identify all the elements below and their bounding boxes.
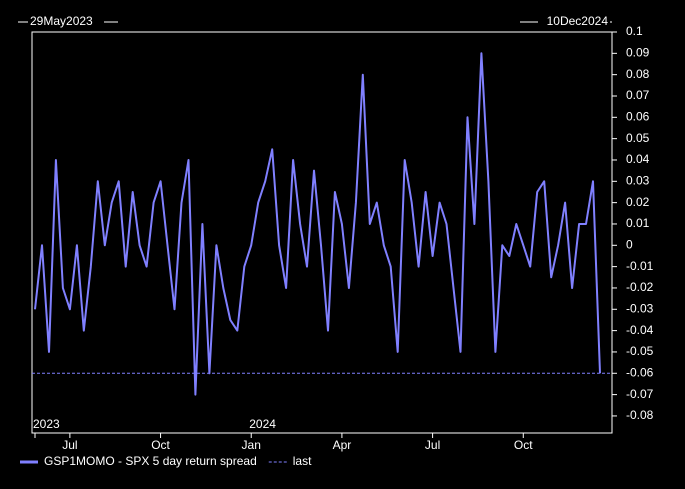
y-tick-label: 0.07 bbox=[626, 88, 650, 102]
y-tick-label: 0.05 bbox=[626, 131, 650, 145]
year-label: 2023 bbox=[33, 417, 60, 431]
x-tick-label: Oct bbox=[151, 438, 170, 452]
x-tick-label: Oct bbox=[514, 438, 533, 452]
x-tick-label: Jan bbox=[242, 438, 261, 452]
y-tick-label: 0.09 bbox=[626, 46, 650, 60]
y-tick-label: 0.04 bbox=[626, 152, 650, 166]
label-bg bbox=[28, 14, 104, 30]
series-line bbox=[34, 52, 601, 396]
y-tick-label: 0.03 bbox=[626, 173, 650, 187]
x-tick-label: Jul bbox=[425, 438, 440, 452]
y-tick-label: 0.1 bbox=[626, 24, 643, 38]
y-tick-label: -0.05 bbox=[626, 344, 654, 358]
y-tick-label: -0.06 bbox=[626, 365, 654, 379]
legend-label: last bbox=[293, 454, 312, 468]
label-bg bbox=[538, 14, 610, 30]
y-tick-label: 0 bbox=[626, 237, 633, 251]
year-label: 2024 bbox=[249, 417, 276, 431]
y-tick-label: -0.03 bbox=[626, 301, 654, 315]
y-tick-label: -0.01 bbox=[626, 259, 654, 273]
start-label: 29May2023 bbox=[30, 14, 93, 28]
plot-frame bbox=[31, 31, 613, 434]
y-tick-label: 0.06 bbox=[626, 109, 650, 123]
y-tick-label: 0.01 bbox=[626, 216, 650, 230]
y-tick-label: -0.08 bbox=[626, 408, 654, 422]
y-tick-label: 0.02 bbox=[626, 195, 650, 209]
y-tick-label: -0.07 bbox=[626, 387, 654, 401]
y-tick-label: -0.04 bbox=[626, 323, 654, 337]
x-tick-label: Apr bbox=[333, 438, 352, 452]
x-tick-label: Jul bbox=[62, 438, 77, 452]
legend-label: GSP1MOMO - SPX 5 day return spread bbox=[44, 454, 257, 468]
y-tick-label: -0.02 bbox=[626, 280, 654, 294]
end-label: 10Dec2024 bbox=[547, 14, 609, 28]
y-tick-label: 0.08 bbox=[626, 67, 650, 81]
